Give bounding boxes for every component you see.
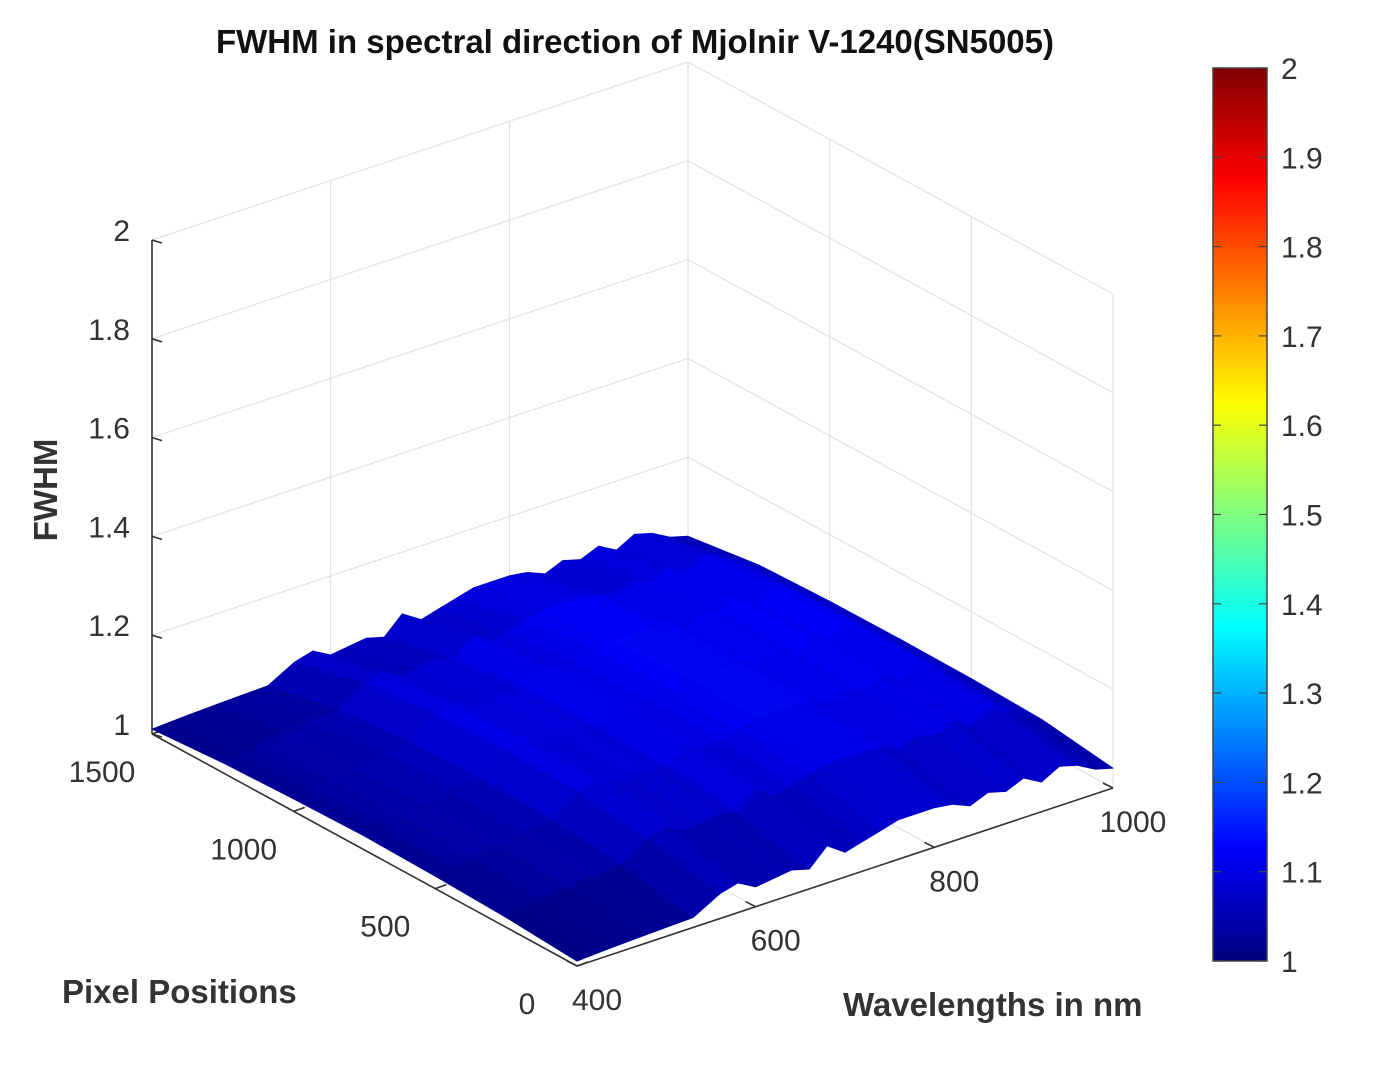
z-tick-label: 1.8 xyxy=(88,314,130,347)
surface-layer xyxy=(151,532,1114,962)
y-tick-label: 1500 xyxy=(69,756,136,789)
y-tick-label: 500 xyxy=(360,911,410,944)
z-axis-label: FWHM xyxy=(27,439,64,542)
x-axis-line xyxy=(576,787,1114,967)
colorbar-tick-label: 1.7 xyxy=(1281,321,1323,354)
x-tick-mark xyxy=(566,960,578,967)
x-tick-mark xyxy=(1102,782,1114,789)
colorbar-tick-label: 1.4 xyxy=(1281,589,1323,622)
chart-title: FWHM in spectral direction of Mjolnir V-… xyxy=(216,23,1054,60)
colorbar-tick-label: 1.5 xyxy=(1281,500,1323,533)
colorbar-tick-label: 1 xyxy=(1281,946,1298,979)
colorbar-tick-label: 1.9 xyxy=(1281,142,1323,175)
axes-layer xyxy=(151,239,1114,967)
z-tick-mark xyxy=(151,733,163,738)
z-tick-label: 1.6 xyxy=(88,413,130,446)
y-axis-line xyxy=(151,733,578,967)
colorbar-ticks: 1 1.1 1.2 1.3 1.4 1.5 1.6 1.7 1.8 1.9 2 xyxy=(1213,53,1323,979)
x-tick-label: 600 xyxy=(751,925,801,958)
colorbar-tick-label: 1.3 xyxy=(1281,678,1323,711)
grid-line-z xyxy=(151,160,1114,394)
colorbar-tick-label: 2 xyxy=(1281,53,1298,86)
colorbar-tick-label: 1.1 xyxy=(1281,857,1323,890)
z-tick-mark xyxy=(151,535,163,541)
x-tick-mark xyxy=(923,841,935,849)
z-tick-label: 1.2 xyxy=(88,610,130,643)
y-axis-label: Pixel Positions xyxy=(62,973,297,1010)
z-tick-mark xyxy=(151,239,163,244)
grid-line-z xyxy=(151,258,1114,493)
x-tick-mark xyxy=(745,900,757,908)
z-tick-mark xyxy=(151,634,163,639)
grid-line-z xyxy=(151,61,1114,295)
colorbar-gradient xyxy=(1212,67,1268,962)
z-tick-label: 2 xyxy=(113,215,130,248)
y-tick-mark xyxy=(576,961,589,967)
colorbar: 1 1.1 1.2 1.3 1.4 1.5 1.6 1.7 1.8 1.9 2 xyxy=(1212,53,1323,979)
z-tick-label: 1 xyxy=(113,709,130,742)
colorbar-tick-label: 1.2 xyxy=(1281,767,1323,800)
y-tick-mark xyxy=(435,883,447,890)
x-tick-label: 800 xyxy=(929,865,979,898)
colorbar-tick-label: 1.6 xyxy=(1281,410,1323,443)
tick-labels: 400 600 800 1000 0 500 1000 1500 1 1.2 1.4 1.6 1.8 2 xyxy=(69,215,1167,1021)
x-tick-label: 400 xyxy=(572,984,622,1017)
z-tick-mark xyxy=(151,436,163,442)
colorbar-tick-label: 1.8 xyxy=(1281,232,1323,265)
surface-patch xyxy=(1023,715,1114,770)
x-tick-label: 1000 xyxy=(1100,806,1167,839)
y-tick-mark xyxy=(293,806,305,813)
z-tick-mark xyxy=(151,338,163,343)
x-axis-label: Wavelengths in nm xyxy=(843,986,1142,1023)
y-tick-label: 0 xyxy=(519,988,536,1021)
z-tick-label: 1.4 xyxy=(88,511,130,544)
y-tick-label: 1000 xyxy=(210,833,277,866)
